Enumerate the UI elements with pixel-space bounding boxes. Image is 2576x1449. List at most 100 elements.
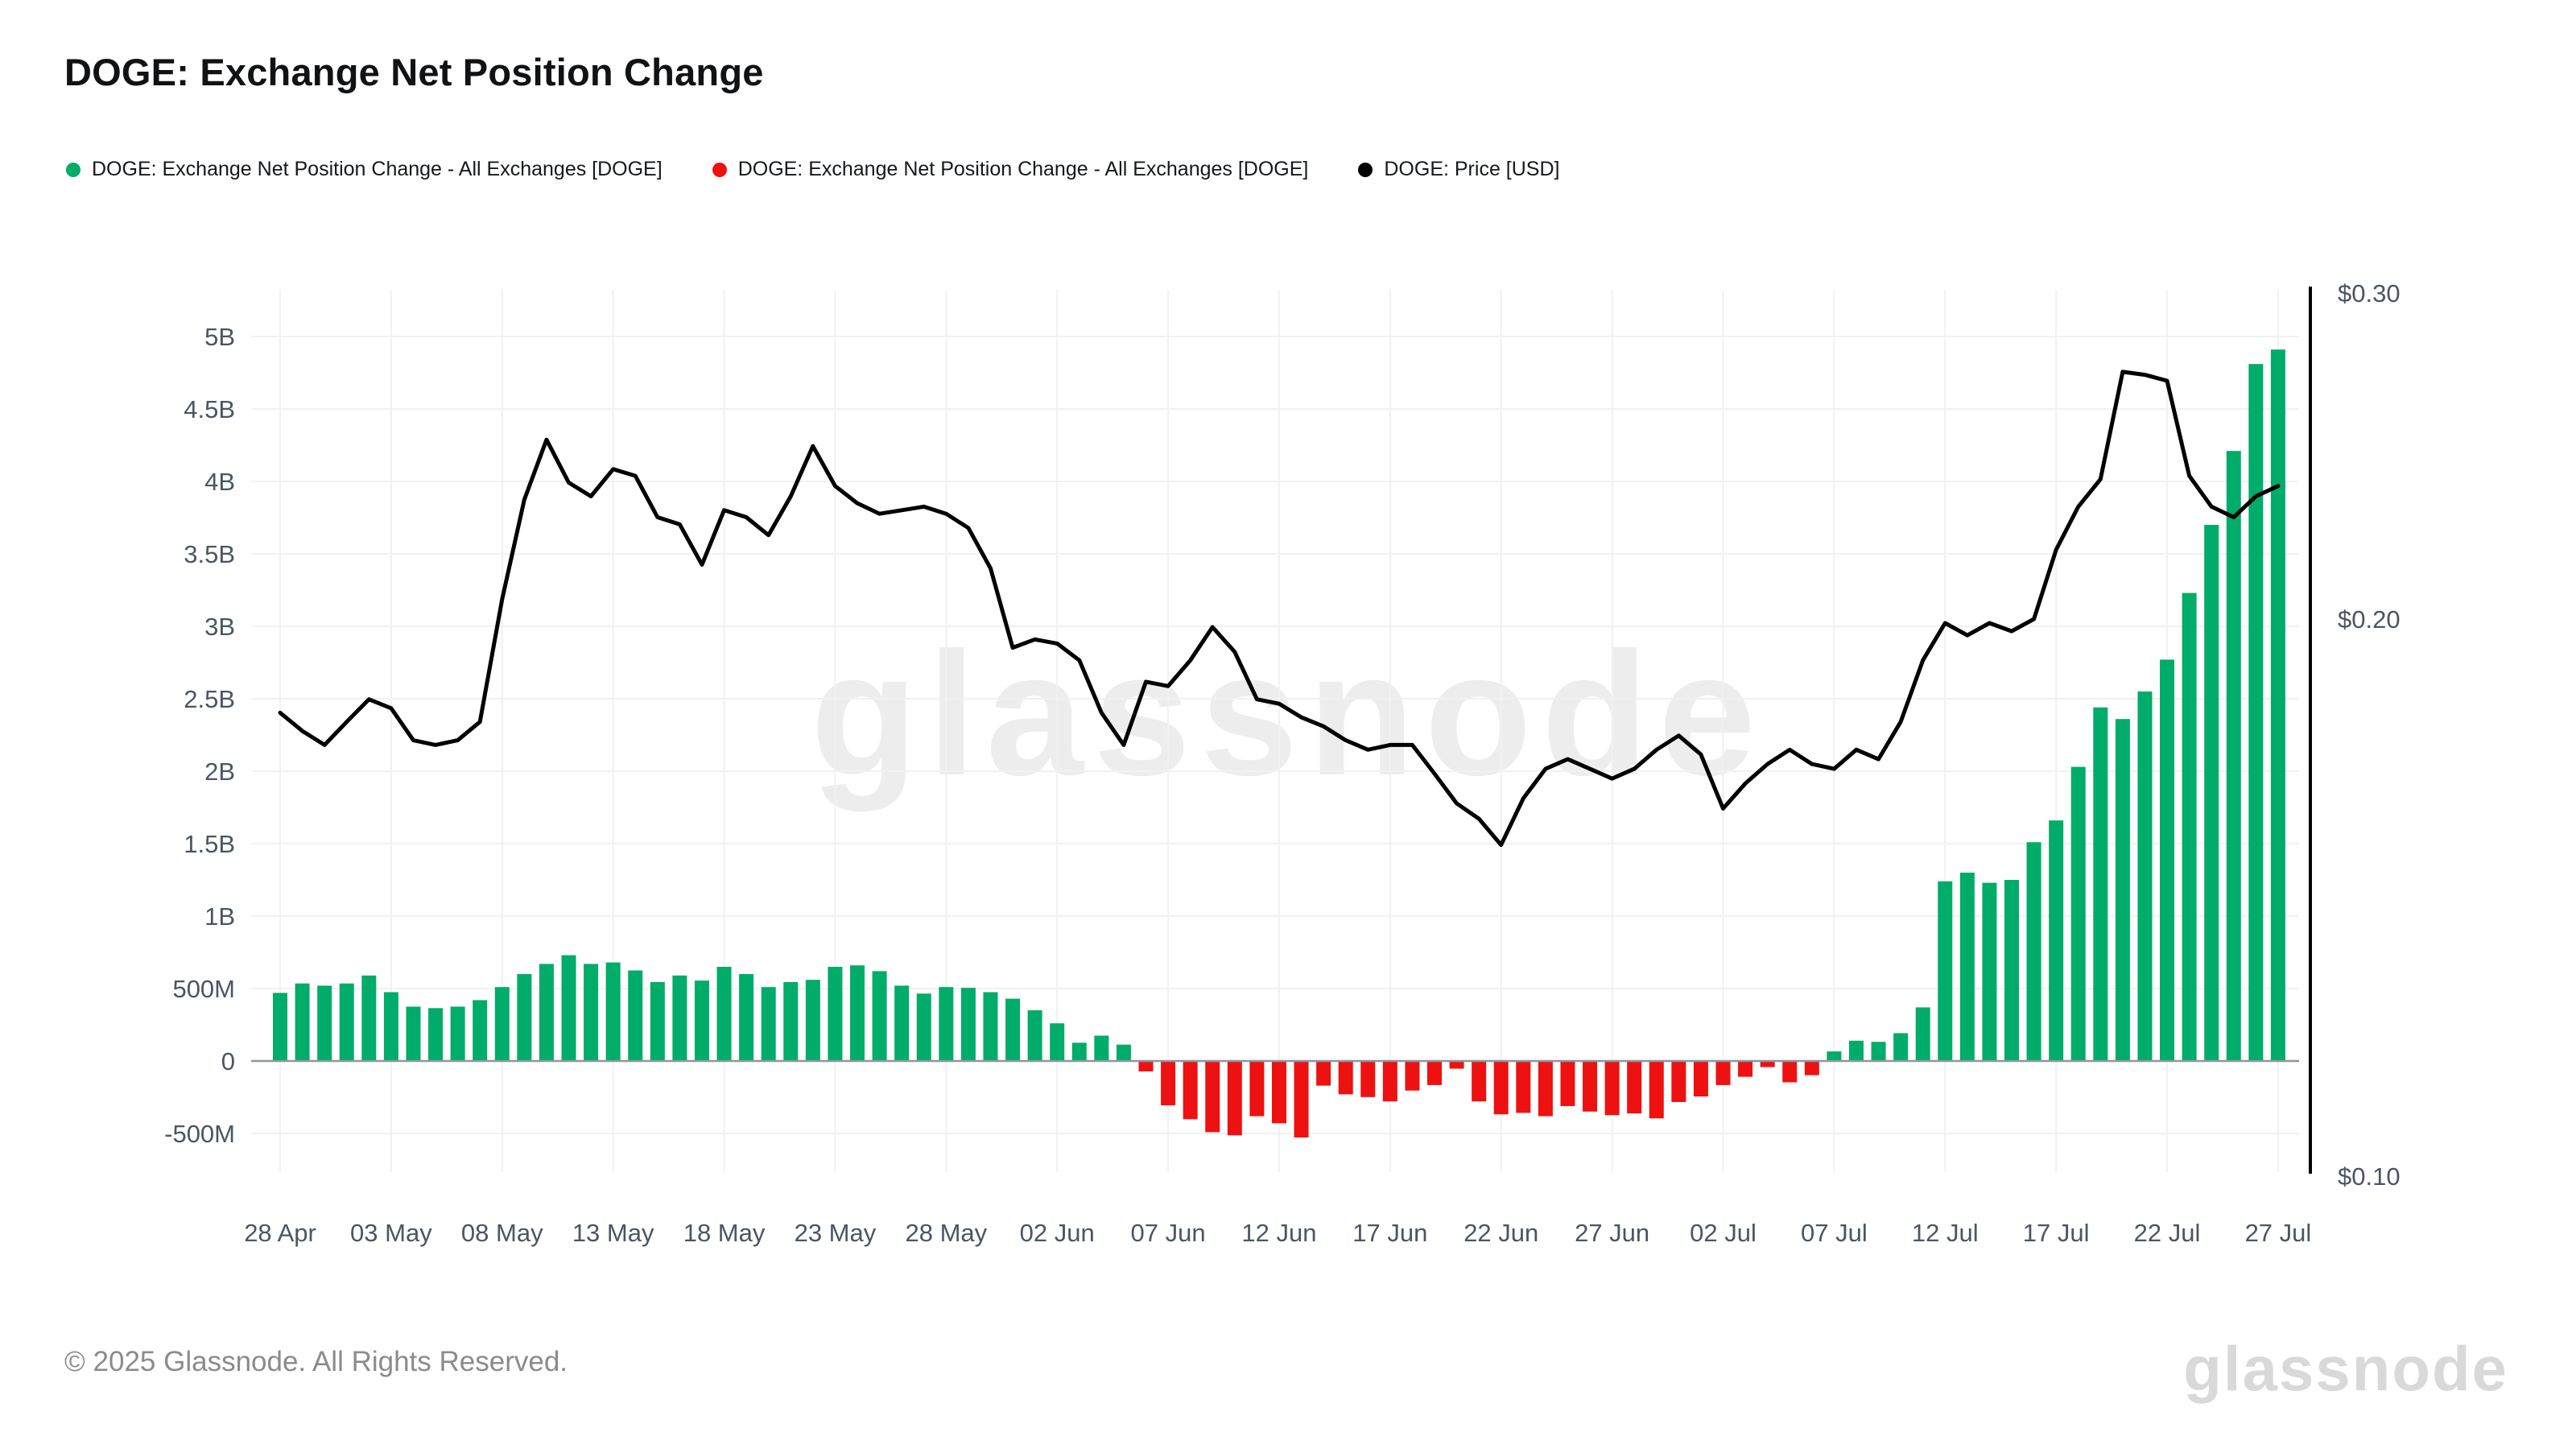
net-position-bar [2026,842,2041,1061]
net-position-bar [1005,998,1021,1061]
net-position-bar [1982,882,1997,1061]
x-axis-label: 02 Jun [1020,1219,1095,1247]
x-axis-label: 13 May [572,1219,654,1247]
legend-label: DOGE: Exchange Net Position Change - All… [737,158,1309,180]
net-position-bar [2226,451,2241,1061]
copyright-text: © 2025 Glassnode. All Rights Reserved. [64,1346,568,1377]
net-position-bar [1516,1061,1531,1113]
net-position-bar [1094,1035,1109,1061]
net-position-bar [1294,1061,1309,1138]
net-position-bar [916,993,931,1061]
net-position-bar [2160,659,2175,1061]
net-position-bar [2270,349,2285,1061]
net-position-bar [1848,1040,1864,1061]
net-position-bar [383,992,398,1061]
legend-dot-red [712,162,727,177]
net-position-bar [406,1006,421,1061]
net-position-bar [2137,691,2153,1061]
x-axis-label: 08 May [461,1219,543,1247]
net-position-bar [1382,1061,1397,1102]
net-position-bar [494,987,510,1061]
net-position-bar [1071,1042,1087,1061]
chart-title: DOGE: Exchange Net Position Change [64,51,764,93]
x-axis-label: 22 Jun [1463,1219,1538,1247]
left-axis-label: 4B [204,468,235,496]
net-position-bar [1671,1061,1686,1102]
net-position-bar [605,962,621,1061]
price-line [278,369,2281,848]
net-position-bar [1027,1010,1042,1061]
net-position-bar [339,983,354,1061]
legend-label: DOGE: Exchange Net Position Change - All… [92,158,663,180]
x-axis-label: 07 Jun [1131,1219,1206,1247]
net-position-bar [517,974,532,1061]
glassnode-logo: glassnode [2183,1333,2508,1404]
net-position-bar [584,964,599,1061]
legend-item-2[interactable]: DOGE: Exchange Net Position Change - All… [712,158,1309,181]
legend-item-3[interactable]: DOGE: Price [USD] [1358,158,1559,181]
net-position-bar [1893,1033,1909,1061]
net-position-bar [805,980,820,1061]
x-axis-label: 28 Apr [244,1219,316,1247]
net-position-bar [1116,1044,1131,1061]
net-position-bar [1959,873,1975,1061]
net-position-bar [1138,1061,1154,1071]
x-axis-label: 12 Jun [1241,1219,1316,1247]
x-axis-label: 17 Jul [2023,1219,2090,1247]
left-axis-label: 1.5B [184,830,235,858]
net-position-bar [1871,1042,1886,1061]
net-position-bar [1449,1061,1464,1069]
net-position-bar [1493,1061,1509,1115]
net-position-bar [2004,880,2020,1061]
x-axis-label: 02 Jul [1690,1219,1757,1247]
net-position-bar [1738,1061,1753,1077]
net-position-bar [450,1006,465,1061]
net-position-bar [1693,1061,1708,1097]
legend-item-1[interactable]: DOGE: Exchange Net Position Change - All… [66,158,663,181]
left-axis-label: 500M [172,975,235,1003]
net-position-bar [672,975,687,1061]
net-position-bar [1338,1061,1353,1095]
legend: DOGE: Exchange Net Position Change - All… [66,158,1559,181]
left-axis-label: 3.5B [184,540,235,568]
x-axis-label: 27 Jun [1575,1219,1649,1247]
net-position-bar [894,985,910,1061]
net-position-bar [1804,1061,1819,1075]
x-axis-label: 17 Jun [1352,1219,1427,1247]
x-axis-label: 07 Jul [1801,1219,1868,1247]
x-axis-label: 12 Jul [1912,1219,1979,1247]
net-position-bar [539,964,554,1061]
net-position-bar [1316,1061,1331,1086]
net-position-bar [1472,1061,1487,1102]
net-position-bar [1271,1061,1286,1124]
glassnode-watermark: glassnode [810,617,1766,812]
right-axis-label: $0.20 [2338,605,2401,634]
x-axis-label: 23 May [795,1219,877,1247]
net-position-bar [2248,364,2264,1061]
left-axis-label: 2B [204,758,235,786]
left-axis-label: -500M [164,1120,235,1148]
legend-dot-green [66,162,80,177]
net-position-bar [850,965,865,1061]
x-axis-label: 28 May [905,1219,987,1247]
net-position-bar [1427,1061,1443,1085]
left-axis-label: 3B [204,613,235,641]
net-position-bar [1183,1061,1198,1120]
net-position-bar [1583,1061,1598,1112]
legend-dot-black [1358,162,1373,177]
net-position-bar [983,992,998,1061]
net-position-bar [1360,1061,1376,1097]
net-position-bar [1050,1023,1065,1061]
net-position-bar [2204,525,2219,1061]
net-position-bar [628,970,643,1061]
net-position-bar [1604,1061,1620,1116]
net-position-bar [1782,1061,1798,1083]
x-axis-label: 27 Jul [2245,1219,2312,1247]
net-position-bar [428,1008,444,1061]
left-axis-label: 4.5B [184,395,235,423]
x-axis-label: 22 Jul [2134,1219,2201,1247]
left-axis-label: 2.5B [184,685,235,713]
net-position-bar [783,981,799,1061]
x-axis-label: 03 May [350,1219,432,1247]
